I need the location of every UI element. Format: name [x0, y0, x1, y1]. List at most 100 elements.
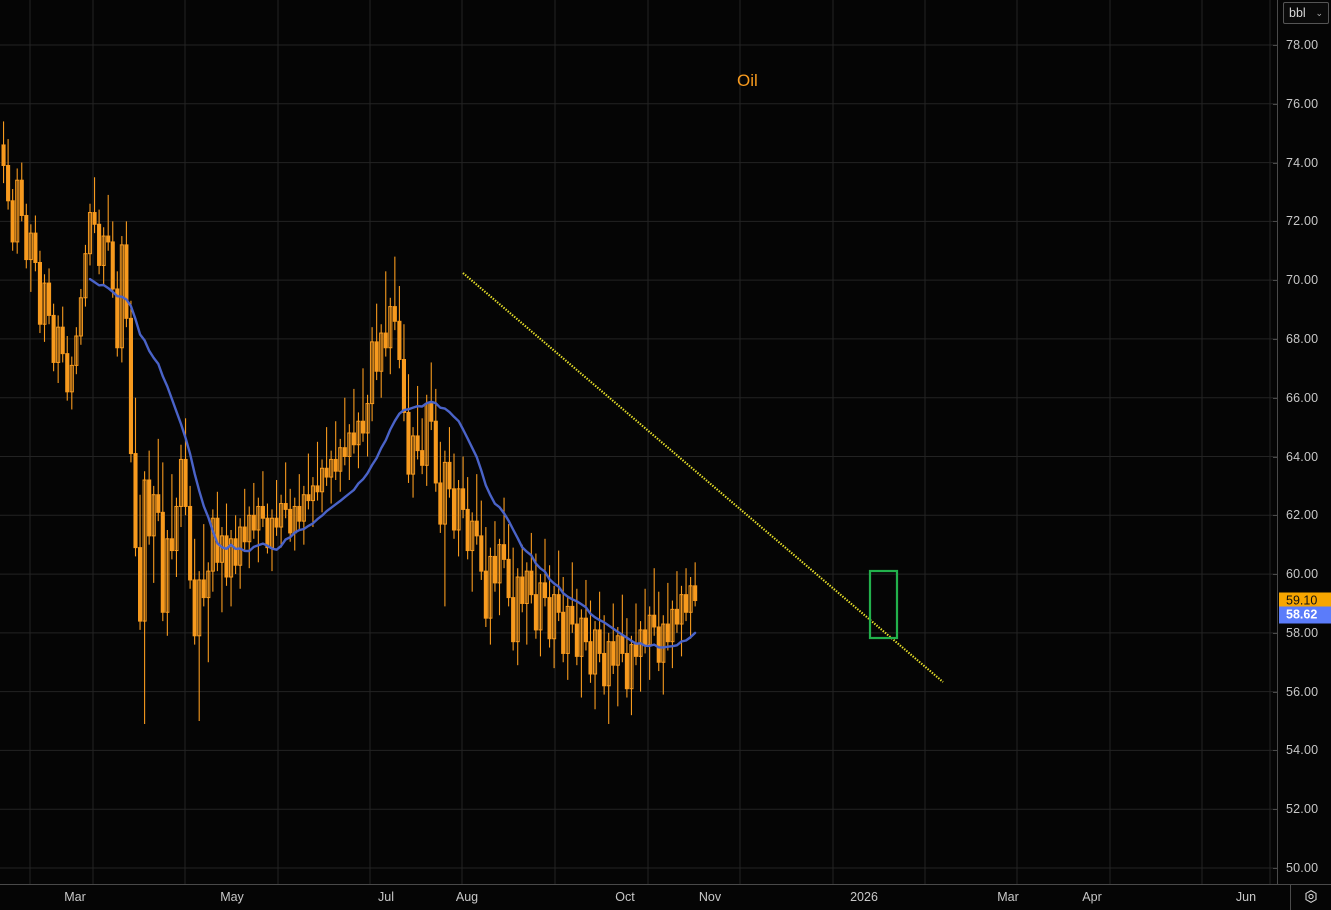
time-tick-label: 2026	[850, 890, 878, 904]
candle-body	[629, 644, 634, 690]
candle-body	[420, 450, 425, 466]
candle-body	[465, 508, 470, 552]
candle-body	[97, 223, 102, 266]
candle-body	[333, 458, 338, 472]
candle-body	[197, 579, 202, 637]
price-axis[interactable]: 78.00 76.00 74.00 72.00 70.00 68.00 66.00 64.00…	[1273, 0, 1331, 884]
candle-body	[411, 435, 416, 475]
time-tick-label: Mar	[64, 890, 86, 904]
candle-body	[347, 432, 352, 458]
candle-body	[433, 420, 438, 484]
candle-body	[60, 326, 65, 355]
candle-body	[442, 461, 447, 525]
candle-body	[461, 488, 466, 510]
settings-icon[interactable]	[1290, 884, 1331, 910]
candle-body	[83, 253, 88, 299]
candle-body	[547, 597, 552, 640]
candle-body	[502, 544, 507, 560]
candle-body	[538, 582, 543, 631]
candle-body	[301, 494, 306, 522]
candle-body	[620, 635, 625, 654]
candle-body	[552, 594, 557, 640]
chevron-down-icon: ⌄	[1315, 7, 1323, 18]
candle-body	[474, 520, 479, 537]
candle-body	[492, 555, 497, 584]
candle-body	[647, 614, 652, 646]
price-tick-label: 50.00	[1286, 861, 1319, 875]
candle-body	[329, 458, 334, 478]
time-tick-label: Apr	[1082, 890, 1102, 904]
ma-price-badge[interactable]: 58.62	[1279, 606, 1331, 624]
candle-body	[24, 214, 29, 261]
candle-body	[247, 514, 252, 543]
candle-body	[688, 585, 693, 613]
candle-body	[360, 420, 366, 434]
settings-glyph	[1305, 889, 1317, 904]
highlight-rectangle[interactable]	[868, 569, 899, 640]
candle-body	[379, 332, 384, 372]
candle-body	[342, 447, 347, 457]
candle-body	[574, 623, 579, 657]
candle-body	[183, 458, 188, 507]
candle-body	[74, 335, 79, 366]
candle-body	[593, 629, 598, 675]
candle-body	[370, 341, 375, 405]
price-tick-mark	[1273, 103, 1278, 105]
price-tick-label: 60.00	[1286, 567, 1319, 582]
candle-body	[670, 608, 675, 643]
candle-body	[684, 594, 689, 613]
candle-body	[142, 479, 147, 622]
candle-body	[588, 641, 593, 675]
candle-body	[542, 582, 548, 599]
candle-body	[147, 479, 152, 537]
time-tick-label: Mar	[997, 890, 1019, 904]
unit-dropdown[interactable]: bbl ⌄	[1283, 2, 1329, 24]
time-axis[interactable]: Mar May Jul Aug Oct Nov 2026 Mar Apr Jun	[0, 884, 1331, 910]
candle-body	[515, 576, 520, 643]
candle-body	[661, 623, 666, 663]
candle-body	[92, 212, 97, 225]
price-tick-mark	[1273, 280, 1278, 282]
candle-body	[643, 629, 648, 646]
candle-body	[256, 505, 261, 531]
candle-body	[451, 488, 457, 531]
candle-body	[615, 635, 620, 666]
price-tick-mark	[1273, 338, 1278, 340]
candle-body	[151, 494, 156, 537]
candle-body	[260, 505, 265, 519]
candle-body	[192, 579, 197, 637]
chart-title: Oil	[737, 71, 758, 90]
time-tick-label: May	[220, 890, 244, 904]
candle-body	[6, 165, 11, 202]
candle-body	[87, 212, 93, 255]
candle-body	[169, 538, 174, 552]
candle-body	[470, 520, 475, 552]
candle-body	[606, 641, 611, 687]
candle-body	[265, 517, 270, 549]
candle-body	[28, 232, 33, 261]
price-tick-mark	[1273, 162, 1278, 164]
price-tick-label: 70.00	[1286, 273, 1319, 288]
time-tick-label: Jun	[1235, 890, 1257, 904]
candle-body	[42, 282, 47, 325]
price-tick-mark	[1273, 456, 1278, 458]
candle-body	[483, 570, 488, 619]
candle-body	[356, 420, 361, 446]
candle-body	[128, 317, 133, 455]
price-tick-mark	[1273, 515, 1278, 517]
candle-body	[101, 235, 106, 266]
last-price-badge[interactable]: 59.10	[1279, 592, 1331, 610]
candle-body	[115, 288, 120, 349]
candle-body	[447, 461, 452, 490]
price-tick-label: 74.00	[1286, 155, 1319, 170]
time-tick-label: Aug	[455, 890, 479, 904]
candle-body	[297, 505, 302, 522]
candle-body	[479, 535, 484, 572]
candle-body	[106, 235, 111, 243]
candle-body	[597, 629, 602, 654]
candle-body	[19, 179, 24, 216]
price-tick-mark	[1273, 397, 1278, 399]
chart-plot-area[interactable]	[0, 0, 1277, 884]
candle-body	[160, 511, 165, 613]
candle-body	[47, 282, 52, 316]
